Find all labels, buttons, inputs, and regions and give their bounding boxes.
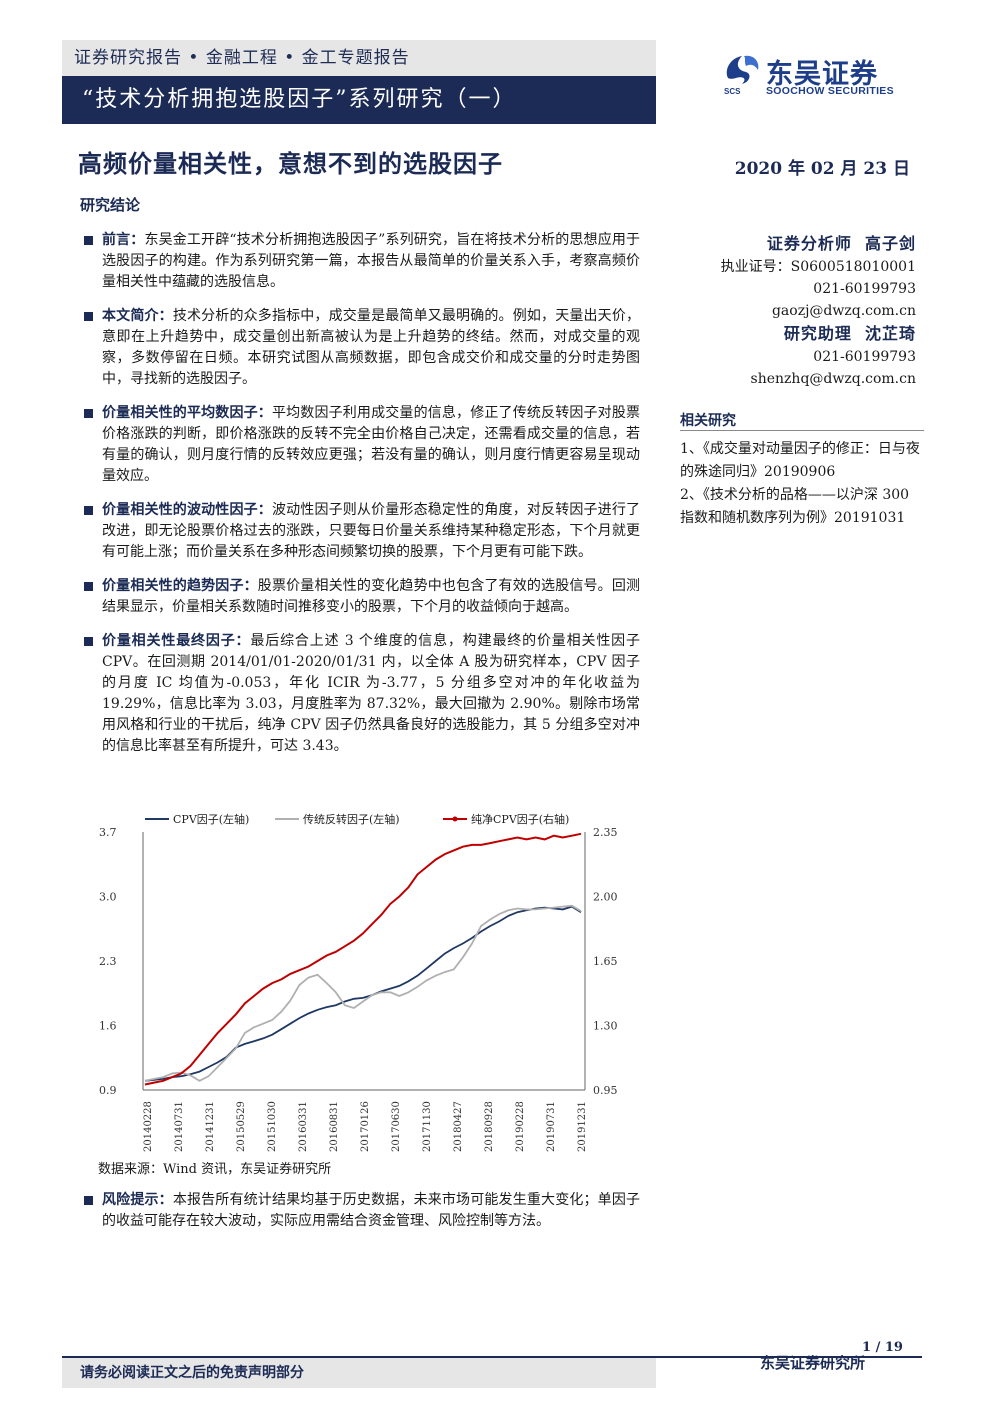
x-tick-label: 20190731 (546, 1101, 557, 1152)
assistant-phone: 021-60199793 (813, 349, 916, 365)
x-tick-label: 20140228 (143, 1101, 154, 1152)
report-date: 2020 年 02 月 23 日 (734, 159, 910, 179)
bullet-text: 技术分析的众多指标中，成交量是最简单又最明确的。例如，天量出天价，意即在上升趋势… (102, 308, 640, 387)
bullet-volatility-factor: 价量相关性的波动性因子：波动性因子则从价量形态稳定性的角度，对反转因子进行了改进… (84, 500, 640, 563)
report-category: 证券研究报告 • 金融工程 • 金工专题报告 (62, 40, 656, 76)
related-title: 相关研究 (680, 413, 736, 429)
x-tick-label: 20190228 (515, 1101, 526, 1152)
x-tick-label: 20141231 (205, 1101, 216, 1152)
right-tick-label: 0.95 (593, 1084, 618, 1097)
data-source: 数据来源：Wind 资讯，东吴证券研究所 (98, 1162, 332, 1177)
x-tick-label: 20170630 (391, 1101, 402, 1152)
bullet-summary: 本文简介：技术分析的众多指标中，成交量是最简单又最明确的。例如，天量出天价，意即… (84, 306, 640, 390)
x-tick-label: 20140731 (174, 1101, 185, 1152)
left-tick-label: 3.0 (99, 891, 117, 904)
analyst-name: 高子剑 (864, 234, 916, 253)
bullet-text: 股票价量相关性的变化趋势中也包含了有效的选股信号。回测结果显示，价量相关系数随时… (102, 578, 641, 615)
analyst-role: 证券分析师 高子剑 (766, 234, 916, 253)
assistant-email[interactable]: shenzhq@dwzq.com.cn (750, 371, 916, 387)
bullet-head: 价量相关性的波动性因子： (102, 502, 272, 518)
x-tick-label: 20150529 (236, 1101, 247, 1152)
factor-performance-chart: 3.7 3.0 2.3 1.6 0.9 2.35 2.00 1.65 1.30 0.95 20140… (95, 808, 635, 1164)
analyst-license: 执业证号：S0600518010001 (720, 259, 916, 275)
x-tick-label: 20180928 (484, 1101, 495, 1152)
square-bullet-icon (84, 506, 93, 515)
x-tick-label: 20191231 (577, 1101, 588, 1152)
left-tick-label: 2.3 (99, 955, 117, 968)
x-tick-label: 20170126 (360, 1101, 371, 1152)
bullet-intro: 前言：东吴金工开辟“技术分析拥抱选股因子”系列研究，旨在将技术分析的思想应用于选… (84, 230, 640, 293)
series-line-2 (144, 832, 582, 1086)
series-line-0 (144, 905, 582, 1082)
footer-divider (62, 1356, 922, 1358)
page-number: 1 / 19 (862, 1340, 903, 1355)
logo-mark-icon (726, 55, 759, 84)
right-tick-label: 2.00 (593, 891, 618, 904)
legend-marker (452, 816, 458, 822)
bullet-risk: 风险提示：本报告所有统计结果均基于历史数据，未来市场可能发生重大变化；单因子的收… (84, 1190, 640, 1232)
bullet-head: 风险提示： (102, 1192, 173, 1208)
bullet-text: 本报告所有统计结果均基于历史数据，未来市场可能发生重大变化；单因子的收益可能存在… (102, 1192, 640, 1229)
x-tick-label: 20151030 (267, 1101, 278, 1152)
left-tick-label: 0.9 (99, 1084, 117, 1097)
analyst-phone: 021-60199793 (813, 281, 916, 297)
related-item[interactable]: 2、《技术分析的品格——以沪深 300 指数和随机数序列为例》20191031 (680, 487, 910, 526)
left-tick-label: 1.6 (99, 1020, 117, 1033)
square-bullet-icon (84, 1196, 93, 1205)
assistant-role: 研究助理 沈芷琦 (783, 324, 916, 343)
bullet-head: 价量相关性的平均数因子： (102, 405, 272, 421)
legend-label: 纯净CPV因子(右轴) (471, 812, 569, 826)
legend-label: 传统反转因子(左轴) (303, 812, 400, 826)
x-tick-label: 20160331 (298, 1101, 309, 1152)
report-headline: 高频价量相关性，意想不到的选股因子 (78, 149, 503, 178)
square-bullet-icon (84, 582, 93, 591)
bullet-head: 价量相关性最终因子： (102, 633, 251, 649)
bullet-head: 价量相关性的趋势因子： (102, 578, 258, 594)
disclaimer-notice: 请务必阅读正文之后的免责声明部分 (62, 1358, 656, 1388)
legend-label: CPV因子(左轴) (173, 812, 249, 826)
section-title: 研究结论 (80, 196, 141, 214)
series-title: “技术分析拥抱选股因子”系列研究（一） (62, 76, 656, 124)
x-tick-label: 20160831 (329, 1101, 340, 1152)
divider (680, 430, 924, 431)
square-bullet-icon (84, 637, 93, 646)
bullet-head: 本文简介： (102, 308, 173, 324)
logo-abbr: SCS (724, 87, 741, 96)
assistant-name: 沈芷琦 (864, 324, 916, 343)
conclusion-list: 前言：东吴金工开辟“技术分析拥抱选股因子”系列研究，旨在将技术分析的思想应用于选… (84, 230, 640, 770)
logo-text-en: SOOCHOW SECURITIES (766, 85, 894, 97)
bullet-text: 波动性因子则从价量形态稳定性的角度，对反转因子进行了改进，即无论股票价格过去的涨… (102, 502, 641, 560)
right-tick-label: 1.30 (593, 1020, 618, 1033)
footer-org: 东吴证券研究所 (760, 1354, 866, 1372)
square-bullet-icon (84, 409, 93, 418)
right-tick-label: 1.65 (593, 955, 618, 968)
bullet-text: 东吴金工开辟“技术分析拥抱选股因子”系列研究，旨在将技术分析的思想应用于选股因子… (102, 232, 641, 290)
bullet-head: 前言： (102, 232, 145, 248)
right-tick-label: 2.35 (593, 826, 618, 839)
risk-note: 风险提示：本报告所有统计结果均基于历史数据，未来市场可能发生重大变化；单因子的收… (84, 1190, 640, 1245)
related-item[interactable]: 1、《成交量对动量因子的修正：日与夜的殊途同归》20190906 (680, 441, 920, 480)
square-bullet-icon (84, 312, 93, 321)
logo-text-cn: 东吴证券 (766, 59, 878, 90)
bullet-trend-factor: 价量相关性的趋势因子：股票价量相关性的变化趋势中也包含了有效的选股信号。回测结果… (84, 576, 640, 618)
x-tick-label: 20180427 (453, 1101, 464, 1152)
bullet-mean-factor: 价量相关性的平均数因子：平均数因子利用成交量的信息，修正了传统反转因子对股票价格… (84, 403, 640, 487)
related-list: 1、《成交量对动量因子的修正：日与夜的殊途同归》20190906 2、《技术分析… (680, 438, 924, 530)
analyst-email[interactable]: gaozj@dwzq.com.cn (771, 303, 916, 319)
bullet-final-factor: 价量相关性最终因子：最后综合上述 3 个维度的信息，构建最终的价量相关性因子 C… (84, 631, 640, 757)
bullet-text: 平均数因子利用成交量的信息，修正了传统反转因子对股票价格涨跌的判断，即价格涨跌的… (102, 405, 641, 484)
left-tick-label: 3.7 (99, 826, 117, 839)
bullet-text: 最后综合上述 3 个维度的信息，构建最终的价量相关性因子 CPV。在回测期 20… (102, 633, 640, 754)
chart-svg: 3.7 3.0 2.3 1.6 0.9 2.35 2.00 1.65 1.30 0.95 20140… (99, 812, 618, 1152)
square-bullet-icon (84, 236, 93, 245)
x-tick-label: 20171130 (422, 1101, 433, 1152)
analyst-panel: 证券分析师 高子剑 执业证号：S0600518010001 021-601997… (680, 232, 916, 390)
company-logo: 东吴证券 SCS SOOCHOW SECURITIES (722, 52, 932, 98)
series-line-1 (144, 904, 582, 1082)
